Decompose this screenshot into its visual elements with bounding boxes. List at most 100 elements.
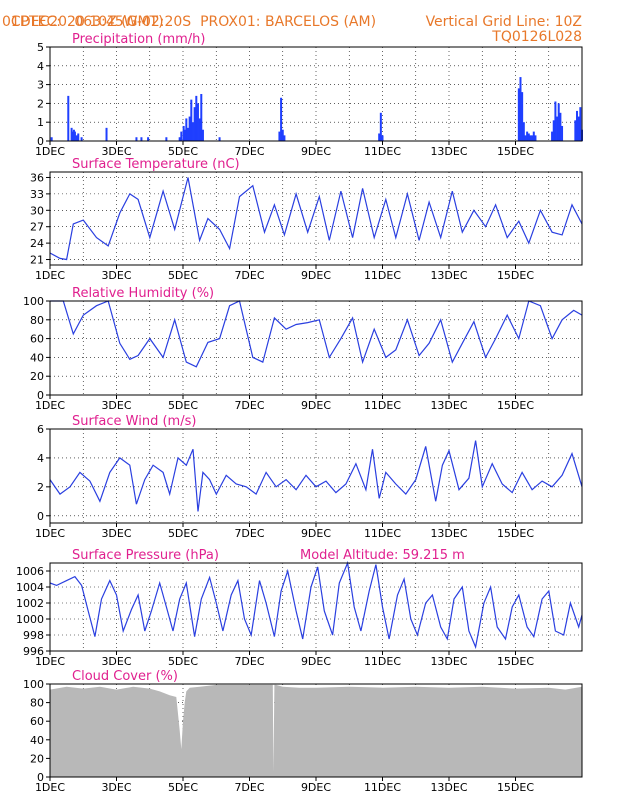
precipitation-bar [191,122,194,141]
precipitation-bar [70,127,73,141]
precipitation-bar [379,112,382,141]
temperature-xtick-label: 1DEC [35,269,65,282]
cloud-cover-xtick-label: 13DEC [430,781,467,794]
cloud-cover-ytick-label: 60 [30,715,44,728]
cloud-cover-xtick-label: 11DEC [364,781,401,794]
temperature-xtick-label: 15DEC [497,269,534,282]
pressure-ytick-label: 996 [23,645,44,658]
precipitation-bar [77,133,80,141]
precipitation-bar [551,131,554,141]
precipitation-bar [552,120,555,141]
humidity-xtick-label: 3DEC [101,399,131,412]
pressure-xtick-label: 7DEC [234,655,264,668]
precipitation-bar [381,135,384,141]
precipitation-bar [278,131,281,141]
precipitation-ytick-label: 4 [37,60,44,73]
precipitation-title: Precipitation (mm/h) [72,32,205,47]
precipitation-bar [378,133,381,141]
precipitation-bar [559,112,562,141]
cloud-cover-xtick-label: 3DEC [101,781,131,794]
pressure-ytick-label: 998 [23,629,44,642]
precipitation-bar [75,135,78,141]
humidity-ytick-label: 80 [30,314,44,327]
precipitation-bar [80,137,83,141]
pressure-xtick-label: 9DEC [301,655,331,668]
precipitation-bar [165,137,168,141]
precipitation-ytick-label: 0 [37,135,44,148]
wind-xtick-label: 5DEC [168,527,198,540]
pressure-xtick-label: 1DEC [35,655,65,668]
precipitation-bar [283,135,286,141]
pressure-xtick-label: 13DEC [430,655,467,668]
temperature-xtick-label: 7DEC [234,269,264,282]
pressure-xtick-label: 11DEC [364,655,401,668]
temperature-line [49,177,583,261]
humidity-ytick-label: 40 [30,351,44,364]
temperature-xtick-label: 9DEC [301,269,331,282]
wind-xtick-label: 13DEC [430,527,467,540]
precipitation-bar [185,118,188,141]
wind-frame [49,428,583,524]
precipitation-bar [576,110,579,141]
temperature-ytick-label: 36 [30,171,44,184]
humidity-ytick-label: 20 [30,370,44,383]
humidity-ytick-label: 100 [23,295,44,308]
cloud-cover-xtick-label: 15DEC [497,781,534,794]
precipitation-bar [579,107,582,141]
temperature-ytick-label: 24 [30,237,44,250]
cloud-cover-title: Cloud Cover (%) [72,669,178,684]
precipitation-bar [280,97,283,141]
precipitation-bar [554,101,557,141]
cloud-cover-xtick-label: 1DEC [35,781,65,794]
precipitation-bar [522,122,525,141]
precipitation-bar [532,131,535,141]
precipitation-bar [188,116,191,141]
precipitation-ytick-label: 2 [37,97,44,110]
source-label: CPTEC: [10,14,62,30]
precipitation-frame [49,46,583,142]
model-code-label: TQ0126L028 [492,29,582,45]
cloud-cover-ytick-label: 100 [23,678,44,691]
precipitation-bar [517,88,520,141]
precipitation-ytick-label: 3 [37,79,44,92]
cloud-cover-xtick-label: 7DEC [234,781,264,794]
precipitation-bar [105,127,108,141]
pressure-line [49,560,583,650]
temperature-ytick-label: 27 [30,221,44,234]
precipitation-bar [73,131,76,141]
humidity-xtick-label: 7DEC [234,399,264,412]
precipitation-xtick-label: 9DEC [301,145,331,158]
wind-title: Surface Wind (m/s) [72,414,196,429]
temperature-frame [49,171,583,266]
precipitation-bar [557,103,560,141]
pressure-xtick-label: 5DEC [168,655,198,668]
temperature-xtick-label: 5DEC [168,269,198,282]
temperature-ytick-label: 30 [30,204,44,217]
humidity-xtick-label: 5DEC [168,399,198,412]
precipitation-bar [201,129,204,141]
precipitation-bar [195,95,198,141]
temperature-xtick-label: 3DEC [101,269,131,282]
precipitation-xtick-label: 1DEC [35,145,65,158]
wind-ytick-label: 2 [37,481,44,494]
wind-xtick-label: 3DEC [101,527,131,540]
precipitation-bar [531,135,534,141]
pressure-ytick-label: 1002 [16,597,44,610]
precipitation-bar [524,135,527,141]
pressure-xtick-label: 3DEC [101,655,131,668]
precipitation-bar [135,137,138,141]
temperature-xtick-label: 11DEC [364,269,401,282]
precipitation-bar [281,129,284,141]
precipitation-xtick-label: 11DEC [364,145,401,158]
pressure-ytick-label: 1004 [16,581,44,594]
cloud-cover-area [50,684,582,777]
cloud-cover-xtick-label: 9DEC [301,781,331,794]
precipitation-bar [182,125,185,141]
cloud-cover-ytick-label: 20 [30,752,44,765]
pressure-ytick-label: 1006 [16,565,44,578]
pressure-title: Surface Pressure (hPa) [72,548,219,563]
cloud-cover-ytick-label: 40 [30,734,44,747]
precipitation-bar [561,125,564,141]
precipitation-bar [180,131,183,141]
precipitation-xtick-label: 3DEC [101,145,131,158]
